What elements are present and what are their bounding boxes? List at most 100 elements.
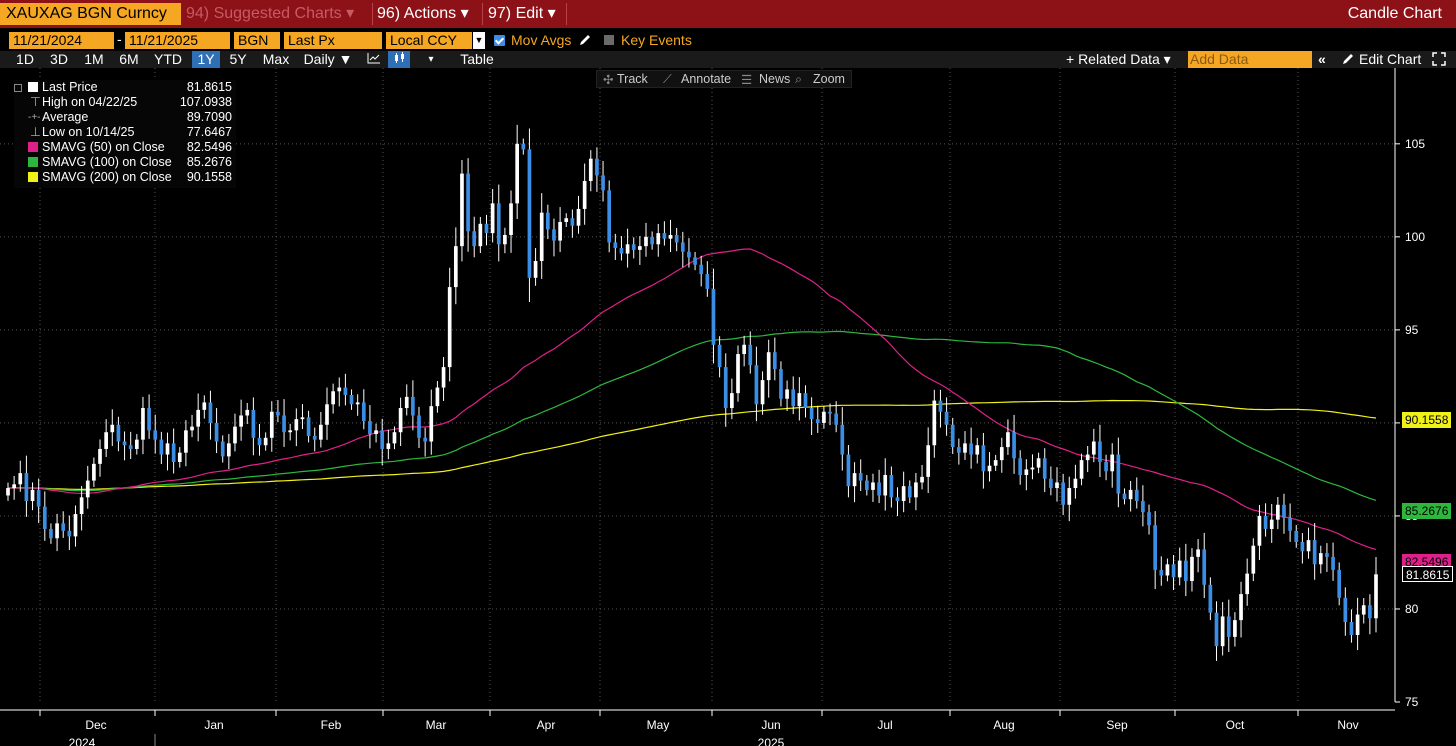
candle-body[interactable] <box>141 408 145 440</box>
candle-body[interactable] <box>742 344 746 355</box>
field-selector[interactable]: Last Px <box>284 32 382 49</box>
candle-body[interactable] <box>969 443 973 455</box>
candle-body[interactable] <box>1036 458 1041 468</box>
annotate-icon[interactable]: ⟋ <box>663 72 672 86</box>
candle-body[interactable] <box>447 287 452 368</box>
candle-body[interactable] <box>1306 540 1311 552</box>
track-icon[interactable]: ✣ <box>603 73 614 87</box>
candle-body[interactable] <box>754 365 759 405</box>
legend-row-sma50[interactable]: SMAVG (50) on Close 82.5496 <box>14 140 236 155</box>
legend-toggle-icon[interactable] <box>14 84 22 92</box>
candle-body[interactable] <box>1012 432 1016 459</box>
candle-body[interactable] <box>828 411 832 414</box>
candle-body[interactable] <box>766 352 771 381</box>
mov-avgs-label[interactable]: Mov Avgs <box>511 32 572 48</box>
candle-body[interactable] <box>822 411 826 423</box>
candle-body[interactable] <box>227 443 231 457</box>
add-data-input[interactable]: Add Data <box>1188 51 1312 68</box>
candle-body[interactable] <box>711 288 716 345</box>
candle-chart[interactable]: 7580859095100105DecJanFebMarAprMayJunJul… <box>0 68 1456 746</box>
candle-body[interactable] <box>220 441 225 457</box>
candle-body[interactable] <box>453 246 458 288</box>
candle-body[interactable] <box>1368 605 1372 619</box>
candle-body[interactable] <box>779 368 783 399</box>
candle-body[interactable] <box>18 473 23 485</box>
candle-body[interactable] <box>411 396 415 416</box>
candle-body[interactable] <box>1239 594 1243 621</box>
candle-body[interactable] <box>122 441 127 446</box>
end-date-field[interactable]: 11/21/2025 <box>125 32 230 49</box>
currency-selector[interactable]: Local CCY <box>386 32 472 49</box>
candle-body[interactable] <box>300 417 305 420</box>
candle-body[interactable] <box>975 445 980 455</box>
mov-avgs-checkbox[interactable] <box>494 35 505 46</box>
candle-body[interactable] <box>999 447 1004 461</box>
candle-body[interactable] <box>85 480 90 498</box>
candle-body[interactable] <box>110 424 115 433</box>
candle-body[interactable] <box>1331 556 1335 570</box>
candle-body[interactable] <box>1343 597 1348 622</box>
candle-body[interactable] <box>128 445 133 449</box>
zoom-icon[interactable]: ⌕ <box>795 72 803 86</box>
candle-body[interactable] <box>417 415 421 438</box>
candle-body[interactable] <box>674 234 679 243</box>
candle-body[interactable] <box>79 497 84 515</box>
candle-body[interactable] <box>570 218 575 226</box>
candle-body[interactable] <box>730 393 734 409</box>
candle-body[interactable] <box>533 261 538 278</box>
chart-canvas[interactable]: 7580859095100105DecJanFebMarAprMayJunJul… <box>0 68 1456 746</box>
candle-body[interactable] <box>760 380 765 405</box>
candle-body[interactable] <box>1208 584 1213 613</box>
candle-chart-icon[interactable] <box>388 51 410 68</box>
candle-body[interactable] <box>699 264 704 275</box>
candle-body[interactable] <box>932 400 937 446</box>
zoom-button[interactable]: Zoom <box>813 72 845 86</box>
candle-body[interactable] <box>852 473 857 487</box>
candle-body[interactable] <box>1251 545 1256 574</box>
candle-body[interactable] <box>889 475 894 498</box>
candle-body[interactable] <box>134 439 139 449</box>
range-6m-button[interactable]: 6M <box>119 51 139 67</box>
candle-body[interactable] <box>772 352 777 369</box>
candle-body[interactable] <box>147 408 151 431</box>
candle-body[interactable] <box>1355 614 1360 636</box>
candle-body[interactable] <box>42 506 47 529</box>
candle-body[interactable] <box>803 393 808 409</box>
candle-body[interactable] <box>736 354 740 394</box>
candle-body[interactable] <box>288 430 293 433</box>
candle-body[interactable] <box>920 476 924 483</box>
candle-body[interactable] <box>607 190 612 243</box>
candle-body[interactable] <box>116 424 121 442</box>
candle-body[interactable] <box>319 424 323 440</box>
candle-body[interactable] <box>1177 560 1182 578</box>
key-events-checkbox[interactable] <box>604 35 614 45</box>
candle-body[interactable] <box>368 421 372 435</box>
candle-body[interactable] <box>380 430 385 449</box>
range-3d-button[interactable]: 3D <box>50 51 68 67</box>
candle-body[interactable] <box>1318 553 1323 565</box>
currency-dropdown-icon[interactable]: ▼ <box>473 32 485 49</box>
candle-body[interactable] <box>49 528 53 539</box>
candle-body[interactable] <box>386 443 391 449</box>
legend-row-sma200[interactable]: SMAVG (200) on Close 90.1558 <box>14 170 236 185</box>
candle-body[interactable] <box>441 367 446 388</box>
candle-body[interactable] <box>858 473 863 481</box>
candle-body[interactable] <box>1361 605 1366 615</box>
candle-body[interactable] <box>435 387 440 407</box>
candle-body[interactable] <box>662 233 667 239</box>
candle-body[interactable] <box>1079 460 1084 479</box>
candle-body[interactable] <box>374 430 378 435</box>
candle-body[interactable] <box>36 489 41 507</box>
candle-body[interactable] <box>1257 515 1262 546</box>
candle-body[interactable] <box>503 234 507 245</box>
candle-body[interactable] <box>987 465 992 472</box>
candle-body[interactable] <box>907 486 912 498</box>
candle-body[interactable] <box>392 432 397 444</box>
candle-body[interactable] <box>190 426 194 431</box>
candle-body[interactable] <box>214 422 219 442</box>
candle-body[interactable] <box>306 417 311 436</box>
candle-body[interactable] <box>349 395 354 405</box>
candle-body[interactable] <box>680 242 685 252</box>
candle-body[interactable] <box>245 409 250 416</box>
candle-body[interactable] <box>515 143 520 204</box>
